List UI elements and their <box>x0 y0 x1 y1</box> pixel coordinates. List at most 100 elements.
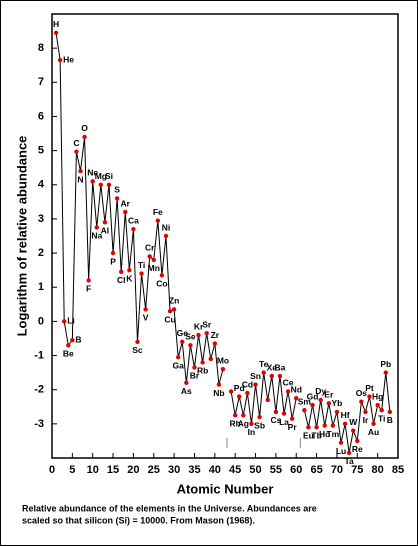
x-tick-label: 80 <box>372 464 384 476</box>
data-point <box>188 343 193 348</box>
element-label: Si <box>105 171 113 181</box>
data-point <box>285 389 291 394</box>
data-point <box>277 373 283 379</box>
data-point <box>261 370 266 375</box>
element-label: Sn <box>250 371 261 381</box>
element-label: Nb <box>213 388 224 398</box>
data-point <box>180 339 185 345</box>
data-point <box>351 428 356 433</box>
element-label: Na <box>91 231 102 241</box>
element-label: Rb <box>197 366 208 376</box>
data-point <box>310 402 315 408</box>
x-tick-label: 75 <box>351 464 363 476</box>
data-point <box>143 307 148 312</box>
element-label: Au <box>368 427 379 437</box>
data-point <box>265 397 270 403</box>
element-label: O <box>81 123 88 133</box>
y-tick-label: 8 <box>38 42 44 54</box>
element-label: Ne <box>87 168 98 178</box>
data-point <box>363 409 368 415</box>
element-label: Ti <box>378 413 385 423</box>
x-tick-label: 25 <box>148 464 160 476</box>
x-tick-label: 35 <box>188 464 200 476</box>
x-tick-label: 0 <box>49 464 55 476</box>
data-point <box>355 438 360 444</box>
element-label: Mo <box>217 355 229 365</box>
element-label: Zr <box>211 330 220 340</box>
element-label: S <box>114 185 120 195</box>
data-point <box>114 196 120 201</box>
data-point <box>334 409 340 415</box>
element-label: La <box>279 417 289 427</box>
element-label: V <box>143 313 149 323</box>
x-axis-label: Atomic Number <box>177 481 274 496</box>
element-label: Sr <box>202 320 212 330</box>
element-label: B <box>387 415 393 425</box>
data-point <box>375 402 380 408</box>
element-label: Sm <box>298 396 312 406</box>
element-label: N <box>77 174 83 184</box>
element-label: Ga <box>173 360 185 370</box>
element-label: Ho <box>319 429 330 439</box>
y-tick-label: 7 <box>38 76 44 88</box>
element-label: Ce <box>283 378 294 388</box>
plot-area <box>51 13 399 459</box>
element-label: W <box>349 417 358 427</box>
element-label: Pb <box>380 359 391 369</box>
data-point <box>237 394 242 399</box>
data-point <box>110 250 116 256</box>
data-point <box>123 209 128 215</box>
element-label: Pd <box>234 383 245 393</box>
data-point <box>151 257 156 263</box>
x-tick-label: 45 <box>229 464 241 476</box>
data-point <box>82 134 87 140</box>
data-point <box>359 399 364 404</box>
data-point <box>367 394 372 399</box>
data-point <box>131 226 136 232</box>
data-point <box>163 233 169 239</box>
element-label: H <box>53 19 59 29</box>
element-label: Ba <box>275 362 286 372</box>
data-point <box>306 425 311 430</box>
element-label: Kr <box>194 321 204 331</box>
element-label: Ta <box>345 456 355 466</box>
element-label: P <box>110 256 116 266</box>
data-point <box>196 332 201 338</box>
data-point <box>302 407 307 413</box>
y-tick-label: 3 <box>38 213 44 225</box>
caption: scaled so that silicon (Si) = 10000. Fro… <box>22 515 255 525</box>
caption: Relative abundance of the elements in th… <box>22 503 317 513</box>
data-point <box>257 414 262 420</box>
element-label: Eu <box>303 431 314 441</box>
data-point <box>66 343 71 348</box>
data-point <box>204 331 209 336</box>
data-point <box>175 355 181 360</box>
data-point <box>281 411 287 416</box>
element-label: Pr <box>288 422 298 432</box>
data-point <box>383 370 388 375</box>
data-point <box>269 373 275 379</box>
element-label: Nd <box>291 384 302 394</box>
element-label: Ir <box>363 415 369 425</box>
element-label: Cr <box>145 243 155 253</box>
element-label: Sb <box>254 420 265 430</box>
data-point <box>184 380 189 386</box>
element-label: Mn <box>148 263 160 273</box>
element-label: K <box>126 273 133 283</box>
data-point <box>86 278 91 283</box>
data-point <box>245 390 250 396</box>
data-point <box>220 367 226 372</box>
element-label: Cl <box>117 275 126 285</box>
element-label: Tm <box>326 429 339 439</box>
data-point <box>155 218 161 223</box>
data-point <box>289 416 295 421</box>
data-point <box>318 397 323 403</box>
data-point <box>294 396 299 401</box>
data-point <box>379 407 384 413</box>
y-axis-label: Logarithm of relative abundance <box>14 136 29 337</box>
data-point <box>371 421 376 427</box>
element-label: Cs <box>270 415 281 425</box>
element-label: Xe <box>267 362 278 372</box>
data-point <box>102 220 108 225</box>
element-label: Be <box>63 349 74 359</box>
